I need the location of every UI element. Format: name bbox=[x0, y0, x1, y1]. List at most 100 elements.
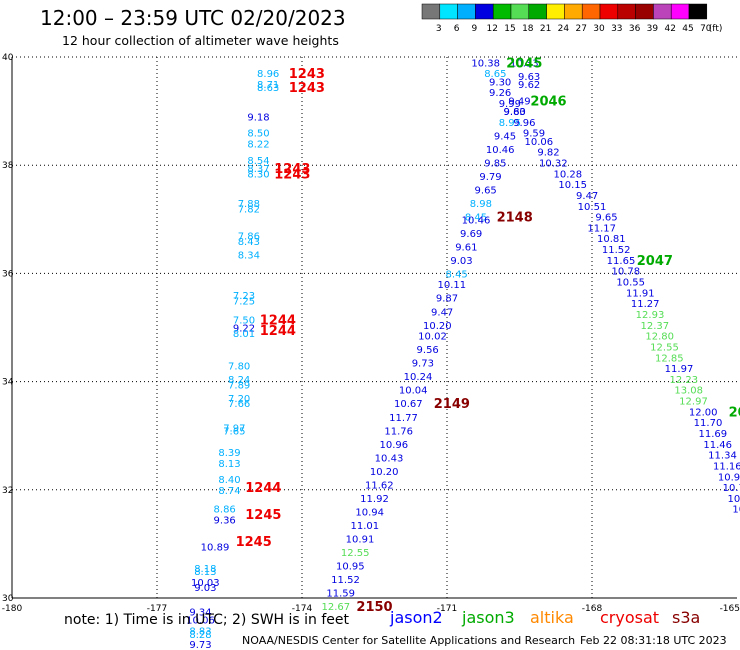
colorbar-label: 36 bbox=[629, 24, 641, 34]
wave-height-value: 7.65 bbox=[223, 426, 245, 437]
wave-height-value: 10.06 bbox=[186, 616, 215, 627]
wave-height-value: 12.55 bbox=[341, 548, 370, 559]
wave-height-value: 11.62 bbox=[365, 480, 394, 491]
pass-time-label: 2046 bbox=[530, 94, 566, 109]
colorbar-label: 12 bbox=[486, 24, 497, 34]
wave-height-value: 9.79 bbox=[479, 172, 501, 183]
wave-height-value: 11.69 bbox=[699, 429, 728, 440]
wave-height-value: 10.28 bbox=[554, 169, 583, 180]
wave-height-value: 10.24 bbox=[404, 372, 433, 383]
wave-height-value: 9.47 bbox=[576, 191, 598, 202]
wave-height-value: 10.51 bbox=[578, 202, 607, 213]
wave-height-value: 8.40 bbox=[218, 475, 240, 486]
colorbar-label: 24 bbox=[558, 24, 570, 34]
wave-height-value: 9.22 bbox=[233, 324, 255, 335]
wave-height-value: 11.92 bbox=[360, 494, 389, 505]
pass-time-labels: 1243124312431243124412441244124512452045… bbox=[236, 56, 740, 615]
colorbar-label: 33 bbox=[611, 24, 622, 34]
wave-height-value: 9.59 bbox=[523, 129, 545, 140]
x-tick-label: -180 bbox=[2, 604, 23, 614]
colorbar-swatch bbox=[492, 3, 512, 20]
wave-height-value: 10.92 bbox=[718, 472, 740, 483]
wave-height-value: 9.49 bbox=[508, 96, 530, 107]
wave-height-value: 9.85 bbox=[484, 158, 506, 169]
wave-height-value: 9.36 bbox=[214, 516, 236, 527]
wave-height-value: 9.65 bbox=[475, 186, 497, 197]
wave-height-value: 9.47 bbox=[431, 307, 453, 318]
colorbar-swatch bbox=[421, 3, 441, 20]
wave-height-value: 10.20 bbox=[370, 467, 399, 478]
wave-height-value: 10.89 bbox=[201, 543, 230, 554]
wave-height-value: 11.17 bbox=[587, 223, 616, 234]
wave-height-value: 8.50 bbox=[247, 129, 269, 140]
satellite-legend-jason3: jason3 bbox=[462, 608, 515, 627]
colorbar-label: 9 bbox=[472, 24, 478, 34]
wave-height-value: 12.67 bbox=[322, 602, 351, 613]
x-tick-label: -171 bbox=[437, 604, 457, 614]
chart-title: 12:00 – 23:59 UTC 02/20/2023 bbox=[40, 6, 346, 30]
wave-height-value: 12.80 bbox=[645, 332, 674, 343]
wave-height-value: 10.99 bbox=[728, 494, 740, 505]
wave-height-value: 9.18 bbox=[247, 113, 269, 124]
colorbar-swatch bbox=[581, 3, 601, 20]
wave-height-value: 10.32 bbox=[539, 158, 568, 169]
pass-time-label: 1245 bbox=[245, 508, 281, 523]
wave-height-value: 13.08 bbox=[674, 386, 703, 397]
wave-height-value: 7.50 bbox=[233, 315, 255, 326]
colorbar-swatch bbox=[439, 3, 458, 20]
wave-height-value: 7.97 bbox=[223, 424, 245, 435]
y-tick-label: 30 bbox=[2, 594, 14, 604]
wave-height-value: 9.03 bbox=[194, 583, 216, 594]
wave-height-value: 10.46 bbox=[462, 215, 491, 226]
x-tick-label: -168 bbox=[582, 604, 603, 614]
colorbar-swatch bbox=[564, 3, 583, 20]
wave-height-value: 8.71 bbox=[257, 80, 279, 91]
wave-height-value: 8.30 bbox=[247, 169, 269, 180]
wave-height-value: 9.87 bbox=[436, 294, 458, 305]
chart-subtitle: 12 hour collection of altimeter wave hei… bbox=[62, 33, 339, 48]
wave-height-value: 10.87 bbox=[732, 505, 740, 516]
wave-height-value: 9.69 bbox=[460, 229, 482, 240]
wave-height-value: 9.60 bbox=[504, 107, 526, 118]
pass-time-label: 1244 bbox=[245, 481, 281, 496]
pass-time-label: 2150 bbox=[356, 600, 392, 615]
timestamp-text: Feb 22 08:31:18 UTC 2023 bbox=[580, 634, 727, 647]
wave-height-value: 8.63 bbox=[257, 83, 279, 94]
satellite-legend-s3a: s3a bbox=[672, 608, 701, 627]
wave-height-value: 8.18 bbox=[194, 564, 216, 575]
wave-height-value: 8.74 bbox=[218, 486, 240, 497]
wave-height-value: 7.86 bbox=[238, 232, 260, 243]
wave-height-value: 8.37 bbox=[247, 164, 269, 175]
wave-height-value: 10.96 bbox=[380, 440, 409, 451]
pass-time-label: 2047 bbox=[637, 254, 673, 269]
x-tick-label: -174 bbox=[292, 604, 313, 614]
y-tick-label: 38 bbox=[2, 161, 14, 171]
wave-height-value: 8.83 bbox=[189, 626, 211, 637]
colorbar-swatch bbox=[670, 3, 690, 20]
colorbar-label: 15 bbox=[504, 24, 515, 34]
colorbar-swatch bbox=[546, 3, 565, 20]
x-tick-label: -165 bbox=[720, 604, 740, 614]
wave-height-value: 10.78 bbox=[612, 267, 641, 278]
pass-time-label: 2148 bbox=[497, 211, 533, 226]
wave-height-value: 8.45 bbox=[446, 269, 468, 280]
wave-height-value: 12.23 bbox=[670, 375, 699, 386]
wave-height-value: 8.39 bbox=[218, 448, 240, 459]
wave-height-value: 11.76 bbox=[384, 426, 413, 437]
pass-time-label: 2149 bbox=[434, 397, 470, 412]
wave-height-value: 9.03 bbox=[450, 256, 472, 267]
wave-height-value: 10.55 bbox=[616, 278, 645, 289]
colorbar-label: 6 bbox=[454, 24, 460, 34]
wave-height-value: 8.01 bbox=[233, 329, 255, 340]
colorbar-swatch bbox=[528, 3, 547, 20]
wave-height-value: 11.65 bbox=[607, 256, 636, 267]
wave-height-value: 8.96 bbox=[257, 69, 279, 80]
wave-height-value: 9.34 bbox=[189, 608, 211, 619]
wave-height-value: 10.81 bbox=[597, 234, 626, 245]
wave-height-value: 9.45 bbox=[494, 131, 516, 142]
wave-height-value: 12.37 bbox=[641, 321, 670, 332]
wave-height-value: 7.82 bbox=[238, 204, 260, 215]
colorbar-swatch bbox=[617, 3, 636, 20]
wave-height-value: 9.83 bbox=[504, 107, 526, 118]
pass-time-label: 2045 bbox=[506, 56, 542, 71]
